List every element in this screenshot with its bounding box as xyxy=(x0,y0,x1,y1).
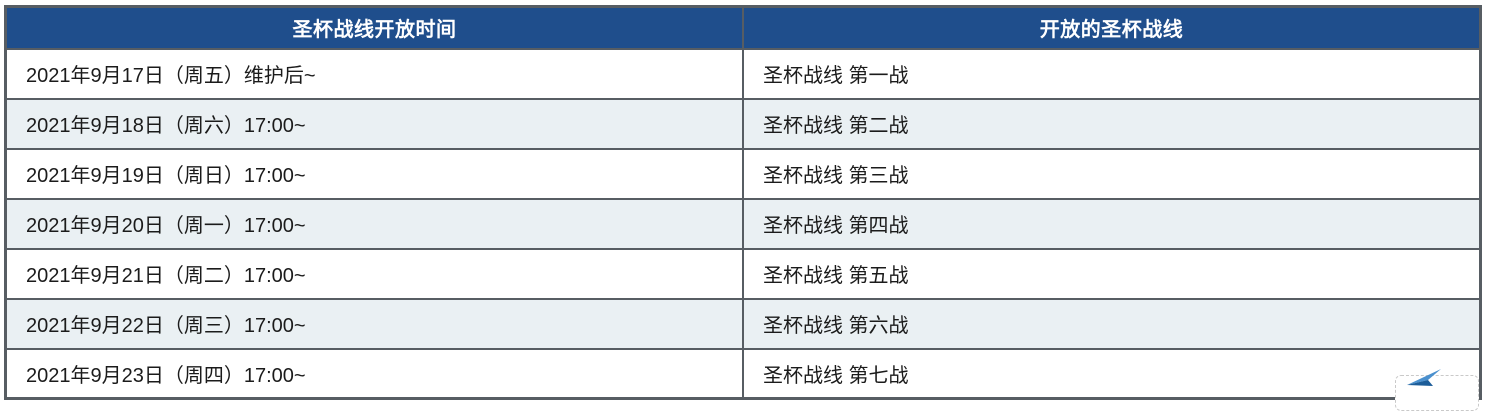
table-row: 2021年9月23日（周四）17:00~ 圣杯战线 第七战 xyxy=(4,347,1482,400)
front-name-cell: 圣杯战线 第二战 xyxy=(742,97,1482,150)
table-row: 2021年9月17日（周五）维护后~ 圣杯战线 第一战 xyxy=(4,47,1482,100)
table-row: 2021年9月22日（周三）17:00~ 圣杯战线 第六战 xyxy=(4,297,1482,350)
open-time-cell: 2021年9月20日（周一）17:00~ xyxy=(4,197,744,250)
open-time-cell: 2021年9月22日（周三）17:00~ xyxy=(4,297,744,350)
table-row: 2021年9月19日（周日）17:00~ 圣杯战线 第三战 xyxy=(4,147,1482,200)
open-time-cell: 2021年9月17日（周五）维护后~ xyxy=(4,47,744,100)
table-header: 圣杯战线开放时间 开放的圣杯战线 xyxy=(4,5,1482,50)
front-name-cell: 圣杯战线 第六战 xyxy=(742,297,1482,350)
grail-front-schedule-table: 圣杯战线开放时间 开放的圣杯战线 2021年9月17日（周五）维护后~ 圣杯战线… xyxy=(4,5,1482,400)
table-row: 2021年9月20日（周一）17:00~ 圣杯战线 第四战 xyxy=(4,197,1482,250)
open-time-cell: 2021年9月21日（周二）17:00~ xyxy=(4,247,744,300)
front-name-cell: 圣杯战线 第四战 xyxy=(742,197,1482,250)
front-name-cell: 圣杯战线 第一战 xyxy=(742,47,1482,100)
table-body: 2021年9月17日（周五）维护后~ 圣杯战线 第一战 2021年9月18日（周… xyxy=(4,47,1482,400)
column-header-open-time: 圣杯战线开放时间 xyxy=(4,5,744,50)
header-row: 圣杯战线开放时间 开放的圣杯战线 xyxy=(4,5,1482,50)
arrow-cursor-icon xyxy=(1407,369,1441,386)
open-time-cell: 2021年9月19日（周日）17:00~ xyxy=(4,147,744,200)
floating-arrow-button[interactable] xyxy=(1395,369,1479,411)
front-name-cell: 圣杯战线 第七战 xyxy=(742,347,1482,400)
front-name-cell: 圣杯战线 第五战 xyxy=(742,247,1482,300)
open-time-cell: 2021年9月23日（周四）17:00~ xyxy=(4,347,744,400)
table-row: 2021年9月21日（周二）17:00~ 圣杯战线 第五战 xyxy=(4,247,1482,300)
table-row: 2021年9月18日（周六）17:00~ 圣杯战线 第二战 xyxy=(4,97,1482,150)
front-name-cell: 圣杯战线 第三战 xyxy=(742,147,1482,200)
column-header-open-front: 开放的圣杯战线 xyxy=(742,5,1482,50)
open-time-cell: 2021年9月18日（周六）17:00~ xyxy=(4,97,744,150)
